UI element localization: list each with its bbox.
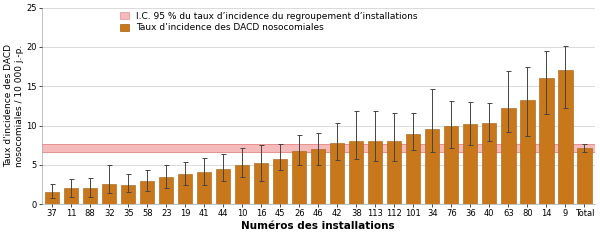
Bar xyxy=(330,143,344,204)
Legend: I.C. 95 % du taux d’incidence du regroupement d’installations, Taux d’incidence : I.C. 95 % du taux d’incidence du regroup… xyxy=(118,10,419,34)
Bar xyxy=(482,123,496,204)
Bar xyxy=(83,188,97,204)
Bar xyxy=(425,129,439,204)
Bar xyxy=(64,188,78,204)
Bar xyxy=(102,184,116,204)
Bar xyxy=(368,141,382,204)
Bar xyxy=(159,177,173,204)
X-axis label: Numéros des installations: Numéros des installations xyxy=(241,221,395,231)
Bar xyxy=(254,163,268,204)
Bar xyxy=(558,70,572,204)
Bar xyxy=(235,165,250,204)
Bar xyxy=(577,148,592,204)
Bar xyxy=(349,141,364,204)
Bar xyxy=(463,124,478,204)
Bar xyxy=(406,134,421,204)
Bar xyxy=(273,159,287,204)
Bar xyxy=(539,78,554,204)
Bar xyxy=(216,169,230,204)
Bar xyxy=(45,192,59,204)
Bar xyxy=(292,151,307,204)
Bar xyxy=(42,144,595,152)
Bar xyxy=(444,126,458,204)
Y-axis label: Taux d'incidence des DACD
nosocomiales / 10 000 j.-p.: Taux d'incidence des DACD nosocomiales /… xyxy=(4,44,23,167)
Bar xyxy=(520,100,535,204)
Bar xyxy=(501,107,515,204)
Bar xyxy=(311,149,325,204)
Bar xyxy=(121,184,136,204)
Bar xyxy=(197,172,211,204)
Bar xyxy=(387,141,401,204)
Bar xyxy=(140,181,154,204)
Bar xyxy=(178,173,193,204)
